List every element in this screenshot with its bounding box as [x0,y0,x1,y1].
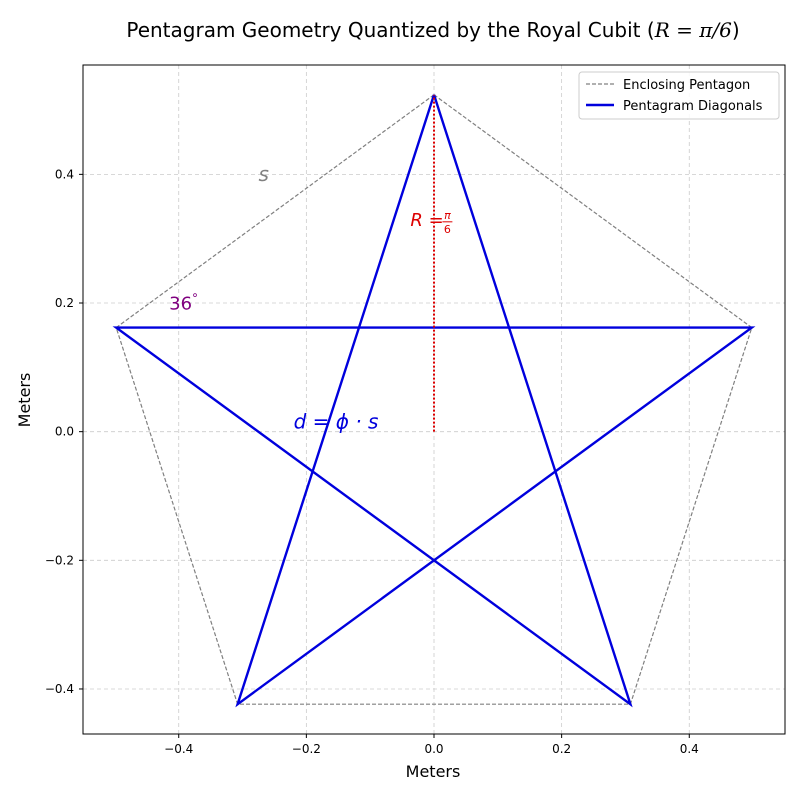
legend: Enclosing Pentagon Pentagram Diagonals [578,71,780,120]
radius-frac-numerator: π [444,209,451,222]
plot-layer [112,94,756,708]
radius-frac-denominator: 6 [444,223,451,236]
y-tick-label: −0.4 [45,682,74,696]
legend-box [578,71,780,120]
annotation-layer: s 36° R = π6 d = ϕ · s [169,162,453,433]
x-tick-label: 0.0 [424,742,443,756]
x-axis-label: Meters [406,762,461,781]
y-tick-label: 0.2 [55,296,74,310]
x-tick-label: 0.2 [552,742,571,756]
x-tick-label: −0.2 [292,742,321,756]
radius-label: R = [410,210,443,231]
side-length-label: s [259,162,269,186]
angle-label: 36° [169,291,198,314]
chart-title: Pentagram Geometry Quantized by the Roya… [126,18,739,42]
y-tick-label: −0.2 [45,553,74,567]
tick-layer: −0.4 −0.2 0.0 0.2 0.4 −0.4 −0.2 0.0 0.2 0.4 [45,167,699,756]
enclosing-pentagon-line [115,94,753,705]
x-tick-label: −0.4 [164,742,193,756]
legend-label-enclosing-pentagon: Enclosing Pentagon [623,78,750,93]
y-tick-label: 0.4 [55,167,74,181]
y-tick-label: 0.0 [55,425,74,439]
diagonal-formula-label: d = ϕ · s [294,409,379,433]
x-tick-label: 0.4 [680,742,699,756]
legend-label-pentagram-diagonals: Pentagram Diagonals [623,99,763,114]
y-axis-label: Meters [15,373,34,428]
